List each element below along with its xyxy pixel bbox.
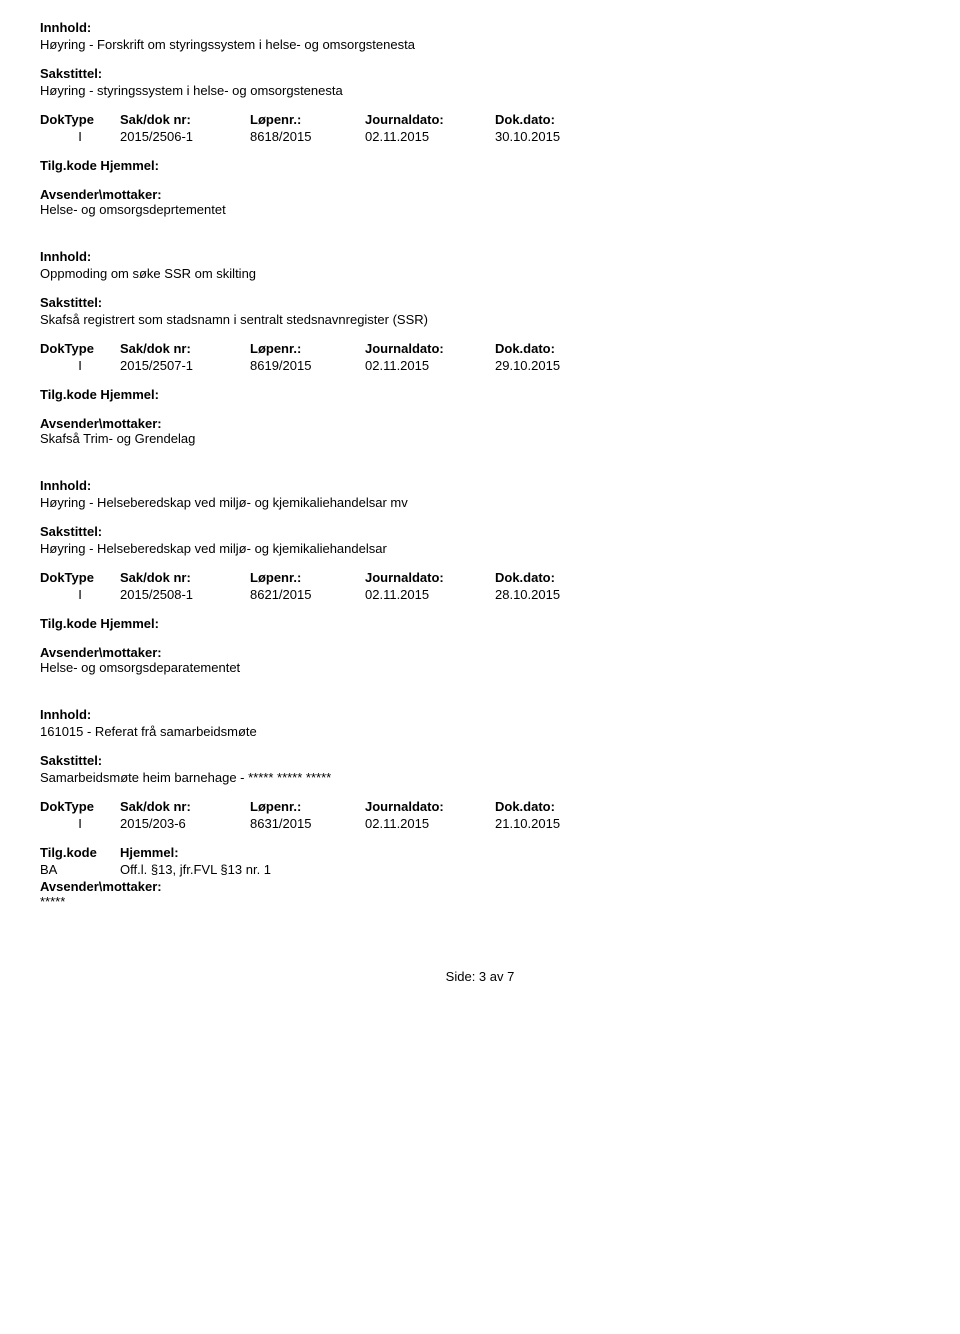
innhold-text: Høyring - Forskrift om styringssystem i … (40, 37, 920, 52)
header-doktype: DokType (40, 341, 120, 356)
journal-record: Innhold: Oppmoding om søke SSR om skiltin… (40, 249, 920, 446)
header-journaldato: Journaldato: (365, 341, 495, 356)
innhold-text: Høyring - Helseberedskap ved miljø- og k… (40, 495, 920, 510)
journal-record: Innhold: 161015 - Referat frå samarbeidsm… (40, 707, 920, 909)
sakstittel-label: Sakstittel: (40, 66, 920, 81)
avsender-text: Helse- og omsorgsdeparatementet (40, 660, 920, 675)
header-sakdok: Sak/dok nr: (120, 112, 250, 127)
dok-header-row: DokTypeSak/dok nr:Løpenr.:Journaldato:Do… (40, 341, 920, 356)
page-footer: Side: 3 av 7 (40, 969, 920, 984)
avsender-text: Helse- og omsorgsdeprtementet (40, 202, 920, 217)
header-journaldato: Journaldato: (365, 112, 495, 127)
value-doktype: I (40, 358, 120, 373)
avsender-text: ***** (40, 894, 920, 909)
value-lopenr: 8621/2015 (250, 587, 365, 602)
header-dokdato: Dok.dato: (495, 112, 625, 127)
dok-data-row: I2015/2508-18621/201502.11.201528.10.201… (40, 587, 920, 602)
sakstittel-label: Sakstittel: (40, 295, 920, 310)
innhold-label: Innhold: (40, 249, 920, 264)
innhold-label: Innhold: (40, 478, 920, 493)
avsender-label: Avsender\mottaker: (40, 879, 920, 894)
value-dokdato: 30.10.2015 (495, 129, 625, 144)
sakstittel-label: Sakstittel: (40, 524, 920, 539)
header-lopenr: Løpenr.: (250, 341, 365, 356)
value-lopenr: 8618/2015 (250, 129, 365, 144)
dok-header-row: DokTypeSak/dok nr:Løpenr.:Journaldato:Do… (40, 112, 920, 127)
sakstittel-text: Samarbeidsmøte heim barnehage - ***** **… (40, 770, 920, 785)
value-doktype: I (40, 129, 120, 144)
value-tilgcode: BA (40, 862, 120, 877)
tilgkode-header: Tilg.kode Hjemmel: (40, 387, 920, 402)
dok-header-row: DokTypeSak/dok nr:Løpenr.:Journaldato:Do… (40, 570, 920, 585)
value-dokdato: 29.10.2015 (495, 358, 625, 373)
value-sakdok: 2015/2507-1 (120, 358, 250, 373)
innhold-label: Innhold: (40, 707, 920, 722)
innhold-label: Innhold: (40, 20, 920, 35)
avsender-label: Avsender\mottaker: (40, 645, 920, 660)
header-doktype: DokType (40, 799, 120, 814)
dok-data-row: I2015/2506-18618/201502.11.201530.10.201… (40, 129, 920, 144)
header-sakdok: Sak/dok nr: (120, 341, 250, 356)
header-sakdok: Sak/dok nr: (120, 570, 250, 585)
value-dokdato: 28.10.2015 (495, 587, 625, 602)
header-journaldato: Journaldato: (365, 799, 495, 814)
sakstittel-text: Høyring - Helseberedskap ved miljø- og k… (40, 541, 920, 556)
header-dokdato: Dok.dato: (495, 341, 625, 356)
header-dokdato: Dok.dato: (495, 799, 625, 814)
value-journaldato: 02.11.2015 (365, 816, 495, 831)
innhold-text: 161015 - Referat frå samarbeidsmøte (40, 724, 920, 739)
journal-record: Innhold: Høyring - Helseberedskap ved mil… (40, 478, 920, 675)
header-lopenr: Løpenr.: (250, 112, 365, 127)
header-lopenr: Løpenr.: (250, 570, 365, 585)
value-journaldato: 02.11.2015 (365, 587, 495, 602)
value-dokdato: 21.10.2015 (495, 816, 625, 831)
avsender-label: Avsender\mottaker: (40, 187, 920, 202)
avsender-label: Avsender\mottaker: (40, 416, 920, 431)
tilgkode-header: Tilg.kode Hjemmel: (40, 616, 920, 631)
dok-data-row: I2015/203-68631/201502.11.201521.10.2015 (40, 816, 920, 831)
value-lopenr: 8619/2015 (250, 358, 365, 373)
innhold-text: Oppmoding om søke SSR om skilting (40, 266, 920, 281)
header-doktype: DokType (40, 570, 120, 585)
sakstittel-text: Høyring - styringssystem i helse- og oms… (40, 83, 920, 98)
value-doktype: I (40, 816, 120, 831)
header-doktype: DokType (40, 112, 120, 127)
header-dokdato: Dok.dato: (495, 570, 625, 585)
avsender-text: Skafså Trim- og Grendelag (40, 431, 920, 446)
sakstittel-label: Sakstittel: (40, 753, 920, 768)
value-sakdok: 2015/2506-1 (120, 129, 250, 144)
value-doktype: I (40, 587, 120, 602)
header-lopenr: Løpenr.: (250, 799, 365, 814)
value-hjemmel: Off.l. §13, jfr.FVL §13 nr. 1 (120, 862, 271, 877)
value-lopenr: 8631/2015 (250, 816, 365, 831)
tilgkode-header: Tilg.kode Hjemmel: (40, 158, 920, 173)
value-sakdok: 2015/203-6 (120, 816, 250, 831)
tilgkode-row: BAOff.l. §13, jfr.FVL §13 nr. 1 (40, 862, 920, 877)
value-journaldato: 02.11.2015 (365, 358, 495, 373)
value-journaldato: 02.11.2015 (365, 129, 495, 144)
sakstittel-text: Skafså registrert som stadsnamn i sentra… (40, 312, 920, 327)
dok-header-row: DokTypeSak/dok nr:Løpenr.:Journaldato:Do… (40, 799, 920, 814)
journal-record: Innhold: Høyring - Forskrift om styringss… (40, 20, 920, 217)
dok-data-row: I2015/2507-18619/201502.11.201529.10.201… (40, 358, 920, 373)
header-sakdok: Sak/dok nr: (120, 799, 250, 814)
value-sakdok: 2015/2508-1 (120, 587, 250, 602)
header-journaldato: Journaldato: (365, 570, 495, 585)
tilgkode-header: Tilg.kodeHjemmel: (40, 845, 920, 860)
